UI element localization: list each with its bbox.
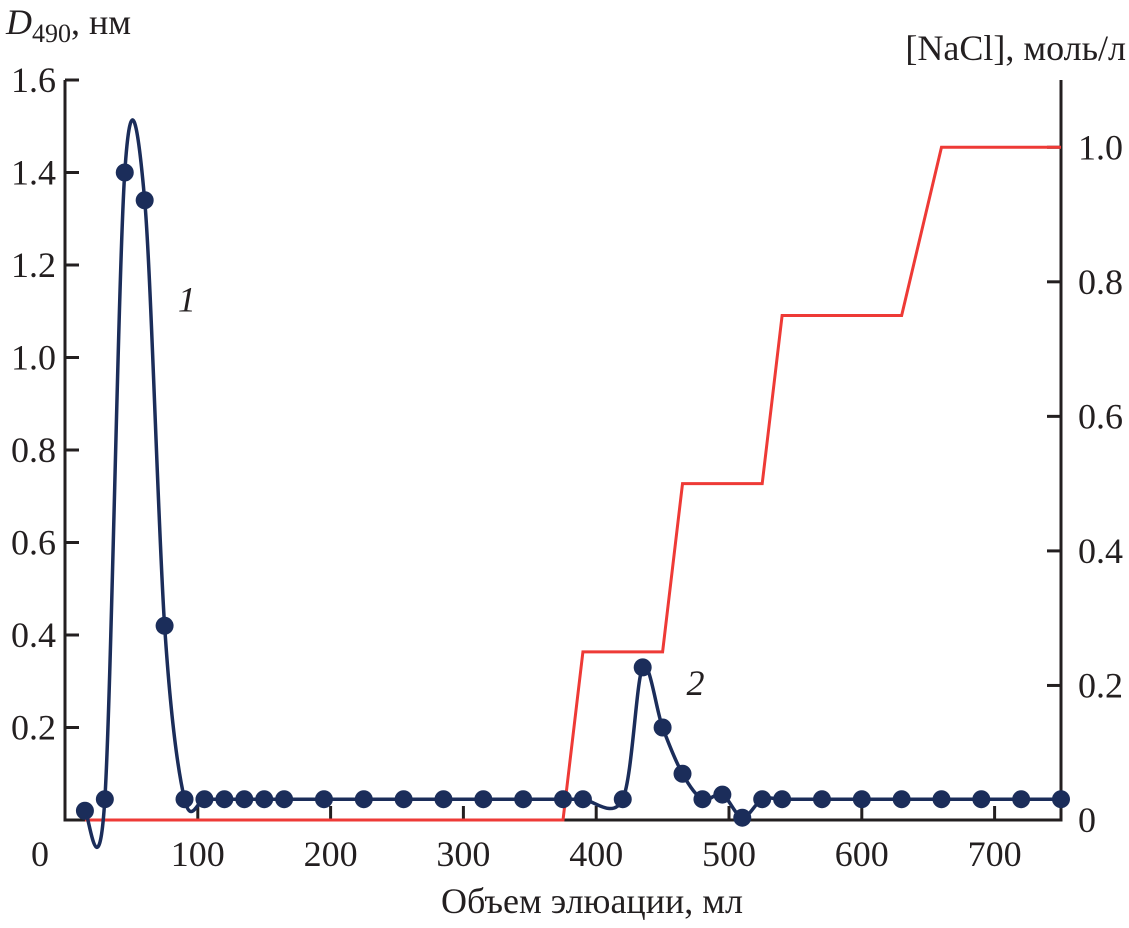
d490-data-point: [573, 790, 592, 809]
series-layer: [75, 118, 1070, 849]
d490-data-point: [255, 790, 274, 809]
d490-data-point: [215, 790, 234, 809]
d490-data-point: [613, 790, 632, 809]
d490-data-point: [95, 790, 114, 809]
d490-data-point: [892, 790, 911, 809]
d490-data-point: [474, 790, 493, 809]
d490-data-point: [633, 658, 652, 677]
d490-data-point: [434, 790, 453, 809]
y-tick-label: 1.4: [11, 153, 56, 193]
curve-label-1: 1: [178, 279, 196, 319]
y-tick-label: 1.0: [11, 338, 56, 378]
tick-labels: 0 100 200 300 400 500 600 700 1.6 1.4 1.2 1.0 0.8 0.6…: [11, 60, 1123, 874]
y-tick-label: 0.4: [11, 615, 56, 655]
x-tick-label: 600: [835, 834, 889, 874]
y-tick-label: 0.2: [11, 708, 56, 748]
x-tick-label: 200: [304, 834, 358, 874]
d490-data-point: [314, 790, 333, 809]
d490-data-point: [175, 790, 194, 809]
d490-data-point: [753, 790, 772, 809]
d490-data-point: [155, 616, 174, 635]
d490-data-point: [932, 790, 951, 809]
d490-data-point: [554, 790, 572, 809]
d490-data-point: [812, 790, 831, 809]
d490-data-point: [693, 790, 712, 809]
y-tick-label: 1.6: [11, 60, 56, 100]
d490-data-point: [195, 790, 214, 809]
d490-data-point: [733, 808, 752, 827]
curve-label-2: 2: [687, 663, 705, 703]
d490-data-point: [115, 163, 134, 182]
y2-tick-label: 0.4: [1078, 531, 1123, 571]
d490-data-point: [514, 790, 533, 809]
x-axis-label: Объем элюации, мл: [441, 881, 743, 921]
y-axis-label-unit: , нм: [71, 2, 131, 42]
d490-data-point: [653, 718, 672, 737]
y2-tick-label: 0: [1078, 800, 1096, 840]
d490-data-point: [394, 790, 413, 809]
d490-data-point: [75, 801, 94, 820]
d490-data-point: [235, 790, 254, 809]
y2-tick-label: 1.0: [1078, 127, 1123, 167]
d490-data-point: [713, 785, 732, 804]
d490-data-point: [354, 790, 373, 809]
x-tick-label: 0: [31, 834, 49, 874]
x-tick-label: 400: [569, 834, 623, 874]
y-axis-label: D490, нм: [5, 2, 131, 48]
axis-frame: [63, 80, 1063, 822]
d490-data-point: [275, 790, 294, 809]
d490-data-point: [1012, 790, 1031, 809]
y-tick-label: 0.8: [11, 430, 56, 470]
y-tick-label: 1.2: [11, 245, 56, 285]
y2-tick-label: 0.2: [1078, 665, 1123, 705]
d490-data-point: [773, 790, 792, 809]
x-tick-label: 500: [702, 834, 756, 874]
d490-data-point: [1052, 790, 1070, 809]
d490-data-point: [135, 191, 154, 210]
x-tick-label: 100: [171, 834, 225, 874]
y2-axis-label: [NaCl], моль/л: [905, 28, 1126, 68]
y-axis-label-symbol: D: [5, 2, 32, 42]
nacl-line: [84, 145, 1061, 822]
y-axis-label-subscript: 490: [32, 19, 71, 48]
y2-tick-label: 0.6: [1078, 396, 1123, 436]
x-tick-label: 700: [968, 834, 1022, 874]
d490-data-point: [972, 790, 991, 809]
annotations: 12: [178, 279, 705, 703]
y-tick-label: 0.6: [11, 523, 56, 563]
d490-data-point: [852, 790, 871, 809]
axes: [63, 78, 1063, 822]
y2-tick-label: 0.8: [1078, 262, 1123, 302]
x-tick-label: 300: [436, 834, 490, 874]
d490-data-point: [673, 764, 692, 783]
